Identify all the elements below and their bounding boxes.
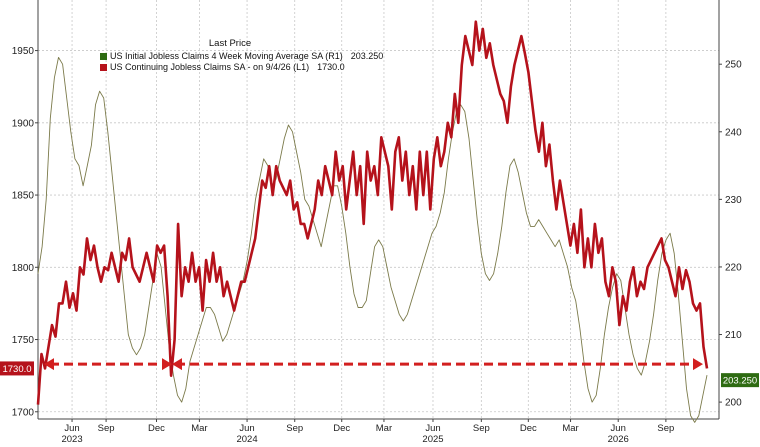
x-tick-label: Mar bbox=[191, 423, 207, 434]
legend-value-initial-claims: 203.250 bbox=[350, 51, 384, 61]
x-tick-label: Dec bbox=[520, 423, 537, 434]
left-tick-label: 1850 bbox=[12, 191, 35, 202]
x-tick-label: Dec bbox=[333, 423, 350, 434]
left-tick-label: 1700 bbox=[12, 407, 35, 418]
x-tick-label: Jun bbox=[611, 423, 626, 434]
x-tick-label: Sep bbox=[657, 423, 674, 434]
left-tick-label: 1750 bbox=[12, 335, 35, 346]
right-tick-label: 210 bbox=[725, 330, 742, 341]
x-tick-label: Jun bbox=[64, 423, 79, 434]
x-tick-label: Sep bbox=[286, 423, 303, 434]
x-year-label: 2023 bbox=[61, 434, 82, 442]
legend-row-continuing-claims: US Continuing Jobless Claims SA - on 9/4… bbox=[100, 62, 400, 73]
right-tick-label: 240 bbox=[725, 127, 742, 138]
x-tick-label: Mar bbox=[376, 423, 392, 434]
x-tick-label: Mar bbox=[562, 423, 578, 434]
series-line-initial-claims bbox=[37, 56, 708, 423]
legend-swatch-initial-claims bbox=[100, 53, 107, 60]
arrow-head-left bbox=[44, 358, 54, 371]
x-tick-label: Jun bbox=[425, 423, 440, 434]
right-tick-label: 250 bbox=[725, 60, 742, 71]
right-tick-label: 220 bbox=[725, 262, 742, 273]
x-tick-label: Sep bbox=[98, 423, 115, 434]
x-year-label: 2024 bbox=[236, 434, 257, 442]
plot-area bbox=[38, 0, 719, 419]
legend-title: Last Price bbox=[208, 38, 252, 49]
arrow-head-right bbox=[693, 358, 703, 371]
legend-swatch-continuing-claims bbox=[100, 64, 107, 71]
right-tick-label: 230 bbox=[725, 195, 742, 206]
right-tick-label: 200 bbox=[725, 398, 742, 409]
right-value-badge bbox=[721, 373, 759, 388]
arrow-head-mid-right bbox=[162, 358, 172, 371]
series-line-continuing-claims bbox=[36, 20, 709, 405]
arrow-head-mid-left bbox=[172, 358, 182, 371]
legend-label-continuing-claims: US Continuing Jobless Claims SA - on 9/4… bbox=[110, 62, 310, 72]
legend-label-initial-claims: US Initial Jobless Claims 4 Week Moving … bbox=[110, 51, 343, 61]
legend-row-initial-claims: US Initial Jobless Claims 4 Week Moving … bbox=[100, 51, 400, 62]
left-tick-label: 1950 bbox=[12, 46, 35, 57]
x-tick-label: Sep bbox=[473, 423, 490, 434]
x-tick-label: Jun bbox=[239, 423, 254, 434]
legend-value-continuing-claims: 1730.0 bbox=[317, 62, 345, 72]
x-year-label: 2025 bbox=[422, 434, 443, 442]
left-tick-label: 1900 bbox=[12, 118, 35, 129]
left-value-badge-text: 1730.0 bbox=[2, 364, 31, 375]
right-value-badge-text: 203.250 bbox=[723, 376, 757, 387]
legend: Last Price US Initial Jobless Claims 4 W… bbox=[100, 38, 400, 73]
left-value-badge bbox=[0, 361, 34, 376]
x-year-label: 2026 bbox=[608, 434, 629, 442]
left-tick-label: 1800 bbox=[12, 263, 35, 274]
x-tick-label: Dec bbox=[148, 423, 165, 434]
